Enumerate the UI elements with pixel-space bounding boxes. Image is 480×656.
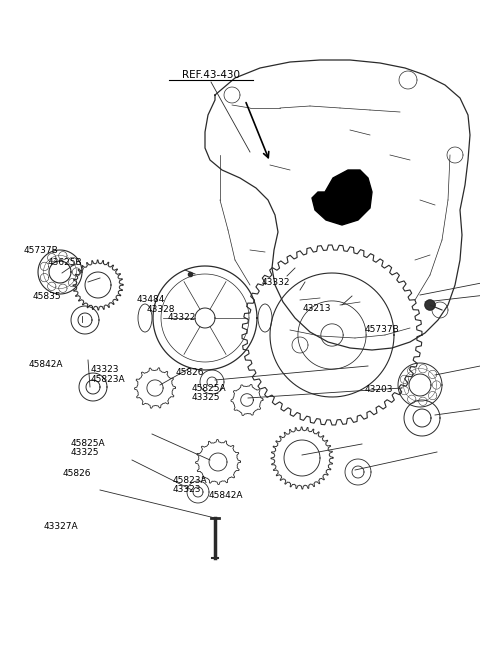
- Text: 45825A: 45825A: [192, 384, 227, 393]
- Text: 45737B: 45737B: [24, 246, 59, 255]
- Text: 45842A: 45842A: [209, 491, 243, 501]
- Text: 45842A: 45842A: [29, 360, 63, 369]
- Text: 43323: 43323: [90, 365, 119, 375]
- Text: 45823A: 45823A: [173, 476, 207, 485]
- Text: 45737B: 45737B: [365, 325, 399, 334]
- Text: 43327A: 43327A: [43, 522, 78, 531]
- Text: 43325: 43325: [192, 393, 220, 402]
- Text: 43332: 43332: [262, 277, 290, 287]
- Polygon shape: [425, 300, 435, 310]
- Text: 43213: 43213: [302, 304, 331, 313]
- Polygon shape: [312, 170, 372, 225]
- Text: 43322: 43322: [168, 313, 196, 322]
- Text: 45826: 45826: [175, 368, 204, 377]
- Text: 43203: 43203: [365, 385, 393, 394]
- Text: REF.43-430: REF.43-430: [182, 70, 240, 81]
- Text: 45823A: 45823A: [90, 375, 125, 384]
- Text: 43328: 43328: [146, 305, 175, 314]
- Text: 43484: 43484: [137, 295, 165, 304]
- Text: 43625B: 43625B: [48, 258, 83, 267]
- Text: 45826: 45826: [62, 469, 91, 478]
- Text: 45825A: 45825A: [71, 439, 106, 448]
- Text: 43325: 43325: [71, 448, 99, 457]
- Text: 43323: 43323: [173, 485, 201, 494]
- Text: 45835: 45835: [33, 292, 61, 301]
